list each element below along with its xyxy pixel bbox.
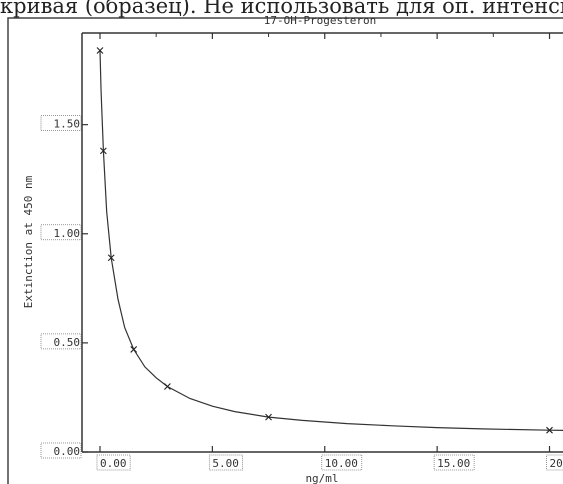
ticks-layer: 0.00 5.00 10.00 15.00 20.00 0.00 0.50 1.00 1.50 <box>40 33 563 471</box>
x-tick-label: 5.00 <box>212 457 239 470</box>
y-tick-label: 0.00 <box>54 445 81 458</box>
data-point-marker <box>265 413 272 421</box>
y-tick-label: 1.50 <box>54 118 81 131</box>
x-tick-label-box <box>546 454 563 471</box>
x-tick-label-box <box>96 454 131 471</box>
fit-curve <box>99 50 563 431</box>
x-tick-label-box <box>433 454 475 471</box>
x-axis-label: ng/ml <box>305 472 338 484</box>
caption-text: кривая (образец). Не использовать для оп… <box>0 0 563 18</box>
x-tick-label: 10.00 <box>325 457 358 470</box>
data-point-marker <box>99 147 107 155</box>
data-point-marker <box>164 383 171 390</box>
data-point-marker <box>96 47 104 54</box>
data-point-marker <box>130 346 138 353</box>
data-point-marker <box>546 426 553 434</box>
y-tick-label: 1.00 <box>54 227 81 240</box>
y-tick-label: 0.50 <box>54 336 81 349</box>
x-tick-label-box <box>208 454 243 471</box>
points-layer <box>96 47 553 434</box>
x-tick-label-box <box>321 454 363 471</box>
x-tick-label: 15.00 <box>437 457 470 470</box>
data-point-marker <box>107 254 115 262</box>
y-tick-label-box <box>40 224 82 241</box>
y-tick-label-box <box>40 115 82 132</box>
x-tick-label: 0.00 <box>100 457 127 470</box>
y-tick-label-box <box>40 442 82 459</box>
x-tick-label: 20.00 <box>550 457 563 470</box>
chart-title: 17-OH-Progesteron <box>264 14 377 27</box>
y-tick-label-box <box>40 333 82 350</box>
plot-frame <box>7 17 563 484</box>
y-axis-label: Extinction at 450 nm <box>22 175 35 308</box>
